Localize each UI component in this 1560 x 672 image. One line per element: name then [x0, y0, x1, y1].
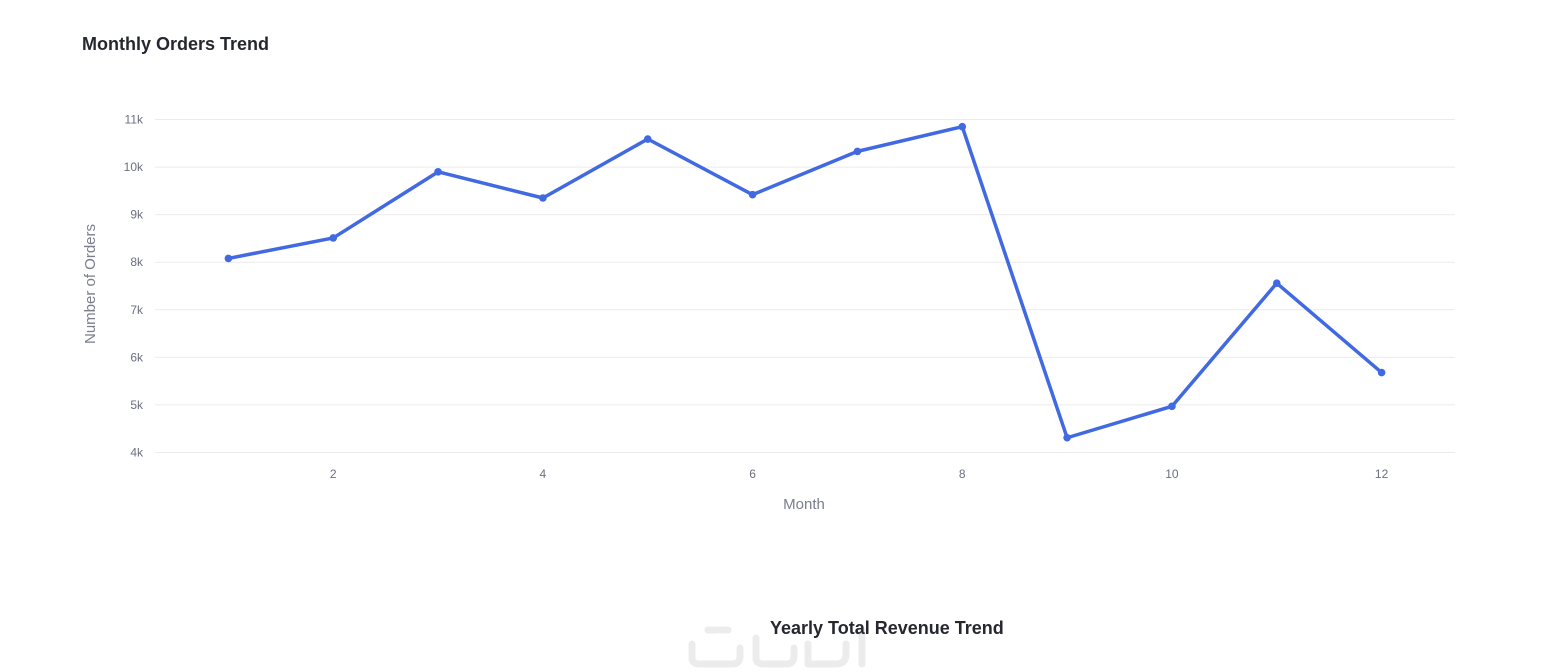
data-point[interactable]: [434, 168, 442, 176]
y-tick-label: 8k: [130, 255, 144, 269]
data-point[interactable]: [748, 190, 757, 199]
khamsat-watermark-icon: [686, 614, 874, 672]
series-line: [226, 124, 1384, 440]
data-point[interactable]: [958, 122, 967, 131]
data-point[interactable]: [643, 135, 652, 143]
data-point[interactable]: [1377, 368, 1386, 377]
y-axis-title: Number of Orders: [82, 224, 99, 344]
series-group: [224, 122, 1386, 442]
data-point[interactable]: [329, 234, 338, 242]
gridlines: [155, 119, 1455, 453]
y-tick-label: 11k: [125, 113, 144, 127]
x-tick-label: 12: [1375, 467, 1389, 481]
y-tick-label: 6k: [130, 350, 144, 364]
y-axis-ticks: 4k 5k 6k 7k 8k 9k 10k 11k: [124, 113, 144, 460]
x-tick-label: 2: [330, 467, 337, 481]
data-point[interactable]: [1063, 433, 1071, 442]
x-axis-title: Month: [783, 496, 825, 513]
y-tick-label: 5k: [130, 398, 144, 412]
x-tick-label: 4: [540, 467, 547, 481]
x-tick-label: 6: [749, 467, 756, 481]
data-point[interactable]: [539, 194, 547, 202]
y-tick-label: 4k: [130, 445, 144, 459]
x-axis-ticks: 2 4 6 8 10 12: [330, 467, 1389, 481]
data-point[interactable]: [224, 254, 233, 263]
y-tick-label: 10k: [124, 160, 144, 174]
y-tick-label: 9k: [130, 208, 144, 222]
data-point[interactable]: [1272, 279, 1281, 287]
chart-title: Monthly Orders Trend: [82, 34, 270, 54]
monthly-orders-line-chart: 4k 5k 6k 7k 8k 9k 10k 11k 2 4 6 8 10 12 Month Number…: [82, 113, 1455, 513]
x-tick-label: 10: [1165, 467, 1179, 481]
y-tick-label: 7k: [130, 303, 144, 317]
x-tick-label: 8: [959, 467, 966, 481]
data-point[interactable]: [853, 147, 862, 156]
yearly-revenue-chart-title: Yearly Total Revenue Trend: [770, 618, 1004, 638]
data-point[interactable]: [1168, 402, 1176, 411]
